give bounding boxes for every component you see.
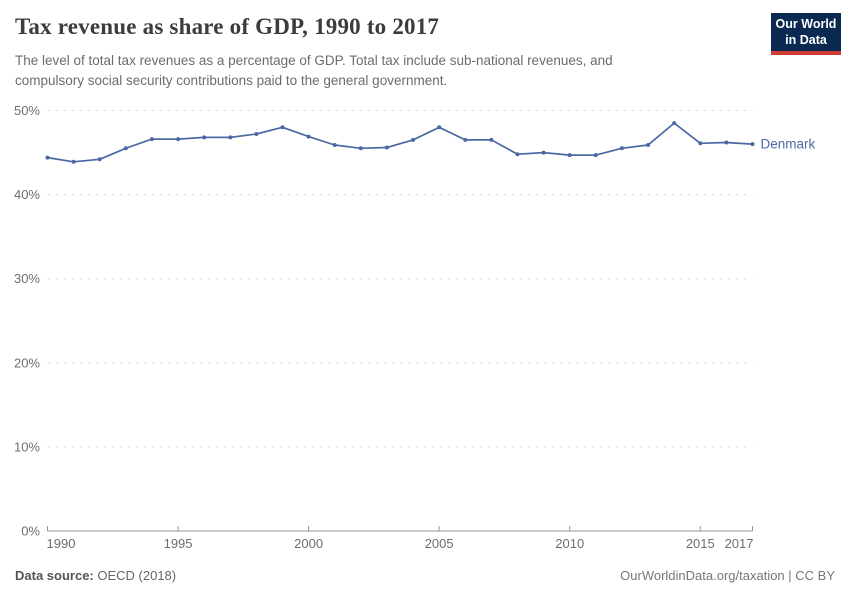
data-point-2004 — [411, 137, 416, 142]
owid-logo: Our World in Data — [771, 13, 841, 55]
x-tick-label-2015: 2015 — [686, 536, 715, 551]
data-point-1997 — [228, 135, 233, 140]
y-tick-label-20: 20% — [14, 355, 40, 370]
data-point-2017 — [750, 142, 755, 147]
data-point-2008 — [515, 152, 520, 157]
x-tick-label-2005: 2005 — [425, 536, 454, 551]
x-tick-label-2000: 2000 — [294, 536, 323, 551]
y-tick-label-50: 50% — [14, 103, 40, 118]
data-point-2002 — [358, 146, 363, 151]
data-point-2015 — [698, 141, 703, 146]
data-point-2010 — [567, 153, 572, 158]
x-tick-label-1995: 1995 — [164, 536, 193, 551]
data-point-1992 — [97, 157, 102, 162]
data-point-2016 — [724, 140, 729, 145]
data-point-2007 — [489, 137, 494, 142]
y-tick-label-10: 10% — [14, 439, 40, 454]
y-tick-label-0: 0% — [21, 524, 40, 539]
x-tick-label-2010: 2010 — [555, 536, 584, 551]
chart-title: Tax revenue as share of GDP, 1990 to 201… — [15, 14, 440, 39]
data-point-2003 — [384, 145, 389, 150]
data-source-value: OECD (2018) — [93, 568, 177, 583]
data-point-1990 — [45, 155, 50, 160]
y-tick-label-30: 30% — [14, 271, 40, 286]
data-point-2014 — [672, 121, 677, 126]
data-point-2011 — [593, 153, 598, 158]
data-point-2009 — [541, 150, 546, 155]
y-tick-label-40: 40% — [14, 187, 40, 202]
chart-subtitle: The level of total tax revenues as a per… — [15, 53, 613, 88]
owid-logo-line2: in Data — [785, 32, 827, 47]
data-point-2013 — [646, 143, 651, 147]
data-point-1995 — [176, 137, 181, 142]
data-source-label: Data source: — [15, 568, 94, 583]
data-point-1991 — [71, 159, 76, 164]
owid-logo-line1: Our World — [775, 17, 837, 31]
license-credit: OurWorldinData.org/taxation | CC BY — [620, 568, 835, 583]
x-tick-label-2017: 2017 — [725, 536, 754, 551]
data-point-2005 — [437, 125, 442, 130]
data-point-1996 — [202, 135, 207, 140]
entity-label-denmark: Denmark — [761, 137, 816, 152]
data-source: Data source: OECD (2018) — [15, 568, 176, 583]
data-point-2012 — [619, 146, 624, 151]
data-point-1993 — [123, 146, 128, 151]
data-point-2006 — [463, 137, 468, 142]
data-point-1998 — [254, 132, 259, 136]
data-point-2001 — [332, 143, 337, 147]
data-point-1994 — [149, 137, 154, 142]
chart-line-denmark — [46, 122, 754, 163]
data-point-2000 — [306, 134, 311, 139]
x-tick-label-1990: 1990 — [47, 536, 76, 551]
data-point-1999 — [280, 125, 285, 130]
